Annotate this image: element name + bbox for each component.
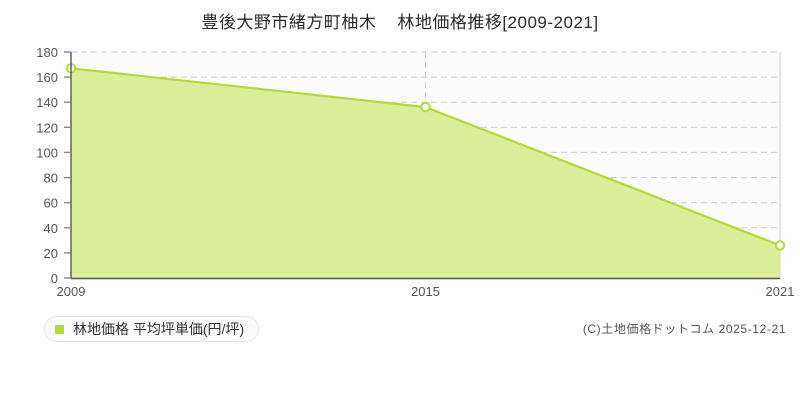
- y-tick-label-140: 140: [36, 95, 58, 110]
- y-tick-label-160: 160: [36, 70, 58, 85]
- chart-legend[interactable]: 林地価格 平均坪単価(円/坪): [44, 316, 260, 342]
- y-tick-label-20: 20: [44, 246, 58, 261]
- chart-title-main: 豊後大野市緒方町柚木: [201, 13, 377, 32]
- data-point-2015: [420, 101, 431, 113]
- y-tick-label-120: 120: [36, 120, 58, 135]
- y-tick-label-180: 180: [36, 45, 58, 60]
- x-axis-labels: 2009 2015 2021: [57, 284, 795, 299]
- data-point-2021: [774, 240, 786, 251]
- y-tick-label-40: 40: [44, 221, 58, 236]
- x-tick-label-2009: 2009: [57, 284, 86, 299]
- legend-item-label: 林地価格 平均坪単価(円/坪): [73, 321, 245, 337]
- x-tick-label-2015: 2015: [411, 284, 440, 299]
- y-axis-ticks: [64, 51, 71, 279]
- data-point-markers: [65, 63, 786, 251]
- y-tick-label-0: 0: [51, 271, 58, 286]
- y-axis-labels: 180 160 140 120 100 80 60 40 20 0: [36, 45, 58, 286]
- copyright-text: (C)土地価格ドットコム 2025-12-21: [582, 322, 786, 336]
- page-title: 豊後大野市緒方町柚木 林地価格推移[2009-2021]: [0, 8, 800, 33]
- chart-title-sub: 林地価格推移[2009-2021]: [397, 13, 599, 32]
- y-tick-label-100: 100: [36, 145, 58, 160]
- legend-swatch-icon: [55, 324, 64, 334]
- y-tick-label-60: 60: [44, 196, 58, 211]
- x-tick-label-2021: 2021: [766, 284, 795, 299]
- area-fill: [71, 68, 780, 278]
- y-tick-label-80: 80: [44, 171, 58, 186]
